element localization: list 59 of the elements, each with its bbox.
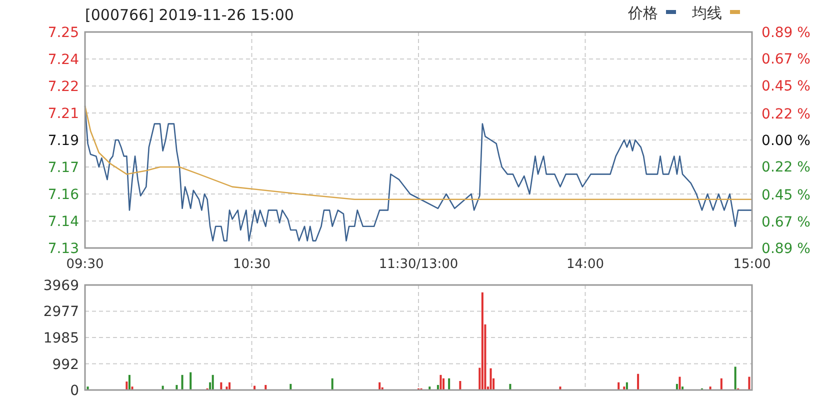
y-tick-label: 3969 <box>43 278 79 294</box>
bar <box>290 384 292 390</box>
y2-tick-label: 0.45 % <box>762 78 810 94</box>
bar <box>378 382 381 390</box>
x-tick-label: 10:30 <box>233 257 270 272</box>
bar <box>220 382 222 390</box>
y-tick-label: 7.24 <box>48 52 80 68</box>
chart-title: [000766] 2019-11-26 15:00 <box>85 6 294 24</box>
y2-tick-label: 0.00 % <box>762 133 810 149</box>
y2-tick-label: 0.22 % <box>762 160 810 176</box>
y-tick-label: 7.21 <box>48 106 79 122</box>
bar <box>676 384 678 390</box>
y-tick-label: 7.17 <box>48 160 79 176</box>
bar <box>128 374 130 390</box>
bar <box>678 376 681 390</box>
y-tick-label: 0 <box>70 383 79 399</box>
bar <box>626 382 628 390</box>
y-tick-label: 7.19 <box>48 133 79 149</box>
bar <box>490 368 492 390</box>
bar <box>190 372 192 390</box>
bar <box>509 384 512 390</box>
bar <box>176 384 178 390</box>
y-tick-label: 7.25 <box>48 25 79 41</box>
bar <box>637 374 640 390</box>
bar <box>448 378 450 390</box>
bar <box>440 374 442 390</box>
bar <box>126 382 128 390</box>
bar <box>181 374 184 390</box>
x-tick-label: 09:30 <box>66 257 104 272</box>
bar <box>618 382 620 390</box>
bar <box>734 366 736 390</box>
x-tick-label: 11:30/13:00 <box>378 257 458 272</box>
y-tick-label: 7.22 <box>48 79 79 95</box>
bar <box>331 378 334 390</box>
legend-label: 价格 <box>627 4 658 22</box>
y2-tick-label: 0.67 % <box>762 214 810 230</box>
bar <box>264 384 267 390</box>
y2-tick-label: 0.45 % <box>762 188 810 204</box>
bar <box>481 292 484 390</box>
y-tick-label: 1985 <box>43 330 79 346</box>
y2-tick-label: 0.89 % <box>762 25 810 41</box>
y-tick-label: 7.13 <box>48 241 79 257</box>
x-tick-label: 14:00 <box>566 257 604 272</box>
y2-tick-label: 0.67 % <box>762 52 810 68</box>
bar <box>720 378 722 390</box>
x-tick-label: 15:00 <box>733 257 771 272</box>
y2-tick-label: 0.89 % <box>762 241 810 257</box>
y-tick-label: 2977 <box>43 304 79 320</box>
bar <box>442 378 445 390</box>
bar <box>748 376 750 390</box>
legend-label: 均线 <box>691 4 722 22</box>
y2-tick-label: 0.22 % <box>762 106 810 122</box>
bar <box>459 381 462 390</box>
y-tick-label: 7.16 <box>48 187 80 203</box>
y-tick-label: 7.14 <box>48 214 80 230</box>
y-tick-label: 992 <box>52 356 79 373</box>
bar <box>436 384 439 390</box>
bar <box>228 382 231 390</box>
bar <box>212 374 214 390</box>
